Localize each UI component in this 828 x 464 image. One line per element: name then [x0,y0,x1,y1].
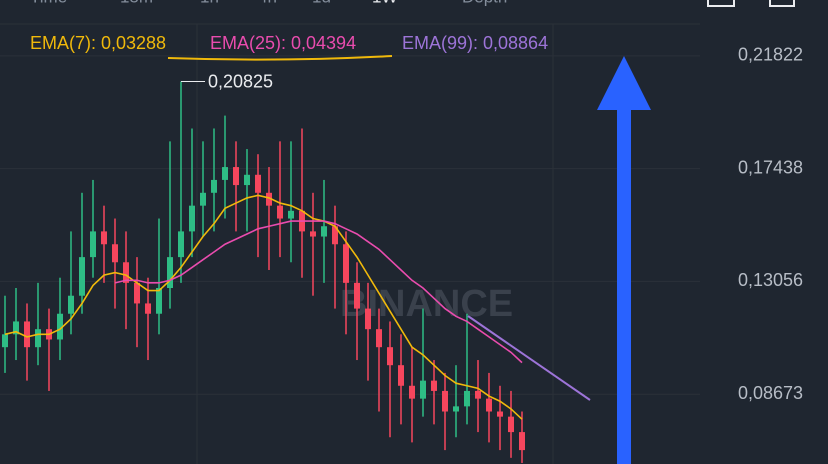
candle-body [486,398,492,412]
candle-body [475,390,481,399]
tab[interactable]: 15m [120,0,153,6]
tab[interactable]: Depth [462,0,507,6]
candle-body [112,244,118,263]
tab[interactable]: 1h [200,0,219,6]
candle-body [464,390,470,407]
candle-body [255,174,261,193]
candle-body [13,321,19,335]
icon[interactable] [769,0,795,7]
candle-body [453,406,459,412]
candle-body [519,432,525,451]
candle-body [101,231,107,245]
high-label: 0,20825 [208,71,273,91]
y-tick-label: 0,08673 [738,383,803,403]
arrow-head [597,56,651,110]
candle-body [189,205,195,232]
candle-body [222,167,228,180]
tab[interactable]: 4h [258,0,277,6]
candle-body [431,380,437,391]
plot: 0,218220,174380,130560,08673BINANCE0,208… [0,45,803,463]
candle-body [277,205,283,219]
legend-entry: EMA(99): 0,08864 [402,33,548,53]
y-tick-label: 0,17438 [738,157,803,177]
icon[interactable] [707,0,735,7]
tab[interactable]: Time [30,0,67,6]
legend-entry: EMA(7): 0,03288 [30,33,166,53]
candle-body [420,380,426,399]
highlight-underline [167,55,393,61]
candle-body [156,288,162,314]
candle-body [211,179,217,193]
candle-body [134,282,140,304]
arrow-shaft [617,108,631,464]
candle-body [343,244,349,283]
candle-body [288,210,294,219]
candle-body [354,282,360,309]
candle-body [79,257,85,296]
candle-body [387,347,393,366]
candle-body [376,329,382,348]
ema-line [4,194,523,420]
candle-body [409,385,415,399]
candle-body [365,308,371,330]
candle-body [35,329,41,348]
candle-body [310,231,316,237]
candle-body [90,231,96,258]
candle-body [233,167,239,186]
candle-body [266,192,272,206]
tab[interactable]: 1W [372,0,398,6]
candle-body [123,262,129,283]
candle-body [398,365,404,386]
candle-body [321,226,327,237]
legend-entry: EMA(25): 0,04394 [210,33,356,53]
candle-body [508,416,514,433]
candle-body [2,334,8,348]
candle-body [24,321,30,348]
blue-arrow [597,56,651,464]
candle-body [200,192,206,206]
y-tick-label: 0,13056 [738,270,803,290]
candle-body [167,257,173,288]
ema-line [114,220,523,364]
candle-body [244,174,250,186]
tab[interactable]: 1d [312,0,331,6]
candle-body [178,231,184,258]
candle-body [68,295,74,314]
y-tick-label: 0,21822 [738,45,803,65]
trend-line [467,315,591,401]
top-icons[interactable] [707,0,795,7]
candle-body [442,390,448,412]
candle-body [332,226,338,245]
candle-body [145,303,151,314]
candle-body [497,411,503,417]
candle-body [57,313,63,340]
